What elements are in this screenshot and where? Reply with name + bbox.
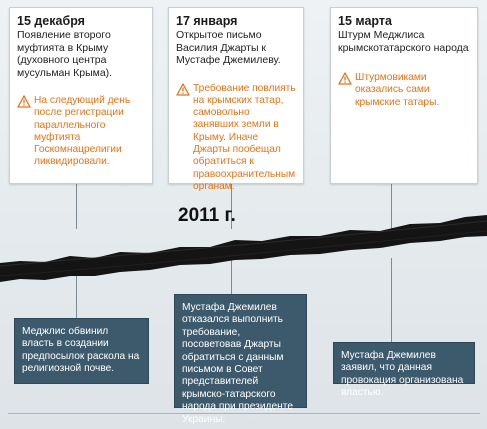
event-note: Штурмовиками оказались сами крымские тат… [338,72,470,109]
warning-triangle-icon [176,82,190,96]
event-description: Появление второго муфтията в Крыму (духо… [17,29,113,79]
connector-top-3 [391,183,392,229]
connector-bottom-2 [231,258,232,294]
connector-bottom-3 [391,258,392,342]
event-note-text: На следующий день после регистрации пара… [34,95,131,168]
response-box-1: Меджлис обвинил власть в создании предпо… [14,318,149,384]
event-date: 15 марта [338,14,392,28]
connector-top-2 [231,183,232,229]
event-date: 17 января [176,14,238,28]
warning-triangle-icon [17,95,31,108]
event-note: На следующий день после регистрации пара… [17,95,145,169]
event-note: Требование повлиять на крымских татар, с… [176,83,296,194]
connector-bottom-1 [76,258,77,318]
event-date: 15 декабря [17,14,85,28]
footer-divider [8,413,480,414]
event-card-3: 15 марта Штурм Меджлиса крымскотатарског… [330,7,478,184]
year-label: 2011 г. [178,205,236,226]
event-card-2: 17 января Открытое письмо Василия Джарты… [168,7,304,192]
event-description: Открытое письмо Василия Джарты к Мустафе… [176,29,281,66]
event-note-text: Штурмовиками оказались сами крымские тат… [355,72,440,108]
response-box-2: Мустафа Джемилев отказался выполнить тре… [174,294,307,425]
event-card-1: 15 декабря Появление второго муфтията в … [9,7,153,184]
connector-top-1 [76,183,77,229]
response-box-3: Мустафа Джемилев заявил, что данная пров… [333,342,475,398]
event-note-text: Требование повлиять на крымских татар, с… [193,82,296,192]
warning-triangle-icon [338,72,352,85]
event-description: Штурм Меджлиса крымскотатарского народа [338,29,469,54]
